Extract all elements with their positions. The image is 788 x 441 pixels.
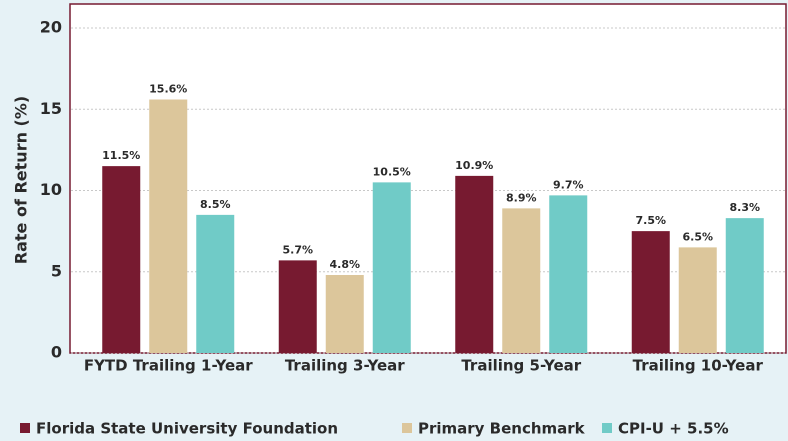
value-label: 10.5% — [373, 165, 411, 178]
bar — [725, 218, 764, 353]
legend-label: Primary Benchmark — [418, 420, 586, 438]
bar — [549, 195, 588, 353]
value-label: 7.5% — [635, 214, 666, 227]
y-axis-label: Rate of Return (%) — [12, 96, 31, 264]
bar — [149, 99, 188, 353]
bar — [678, 247, 717, 353]
value-label: 4.8% — [329, 258, 360, 271]
y-tick-label: 0 — [51, 343, 62, 362]
value-label: 6.5% — [682, 230, 713, 243]
value-label: 15.6% — [149, 83, 187, 96]
legend-label: CPI-U + 5.5% — [618, 420, 729, 438]
x-tick-label: Trailing 5-Year — [461, 357, 581, 375]
bar — [372, 182, 411, 353]
bar — [502, 208, 541, 353]
bar — [325, 275, 364, 353]
value-label: 9.7% — [553, 178, 584, 191]
bar — [631, 231, 670, 353]
x-tick-label: Trailing 10-Year — [633, 357, 764, 375]
y-tick-label: 15 — [40, 99, 62, 118]
value-label: 8.9% — [506, 191, 537, 204]
bar — [278, 260, 317, 353]
bar — [455, 175, 494, 353]
x-tick-label: Trailing 3-Year — [285, 357, 405, 375]
y-tick-label: 5 — [51, 261, 62, 280]
value-label: 8.5% — [200, 198, 231, 211]
value-label: 10.9% — [455, 159, 493, 172]
y-tick-label: 20 — [40, 18, 62, 37]
x-tick-label: FYTD Trailing 1-Year — [84, 357, 253, 375]
value-label: 5.7% — [282, 243, 313, 256]
value-label: 11.5% — [102, 149, 140, 162]
legend-label: Florida State University Foundation — [36, 420, 338, 438]
legend-swatch — [20, 423, 30, 433]
bar — [102, 166, 141, 353]
y-tick-label: 10 — [40, 180, 62, 199]
legend-swatch — [402, 423, 412, 433]
legend-swatch — [602, 423, 612, 433]
value-label: 8.3% — [729, 201, 760, 214]
bar — [196, 214, 235, 353]
